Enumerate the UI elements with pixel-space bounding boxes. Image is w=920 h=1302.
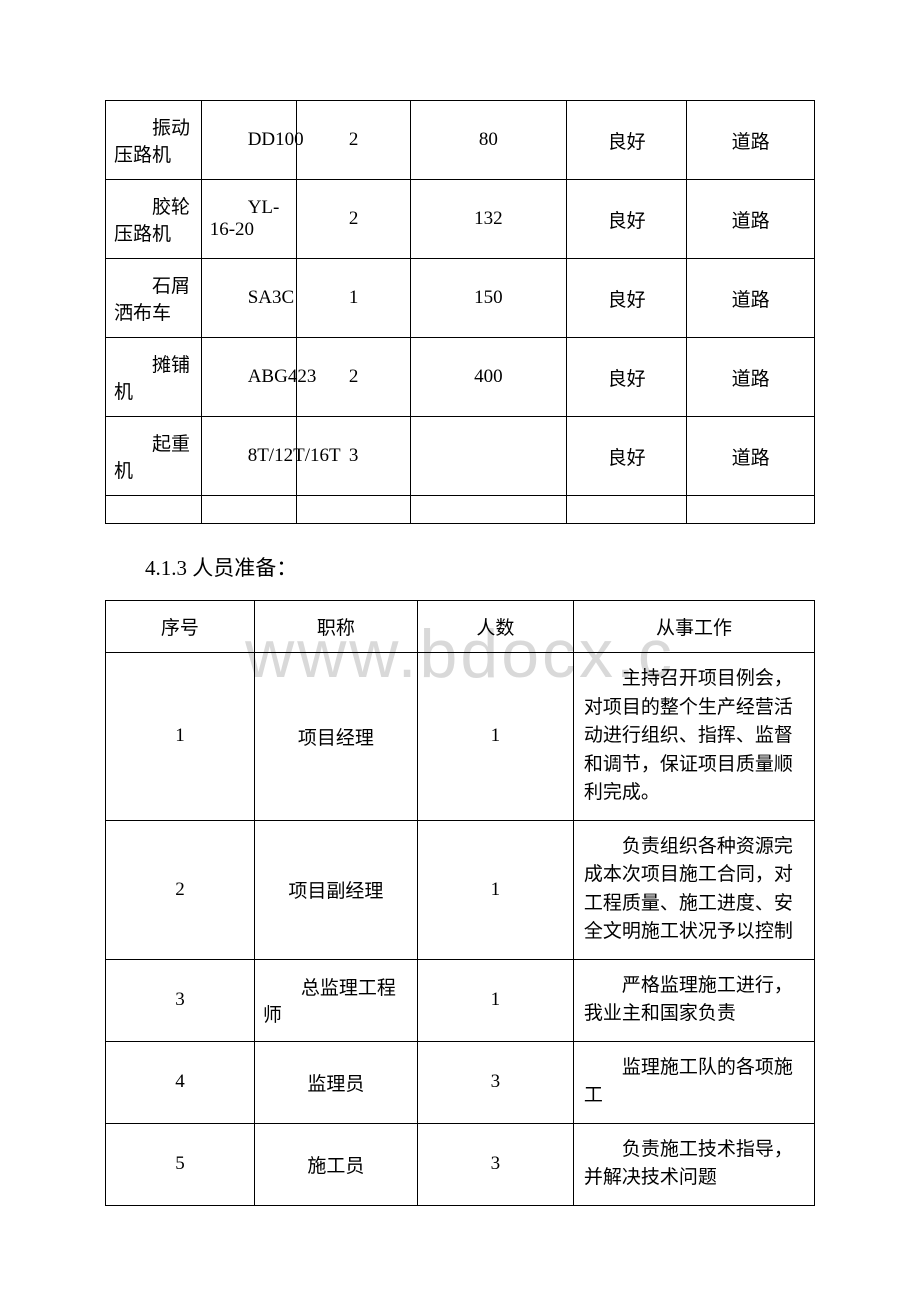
equipment-power: 150 bbox=[410, 259, 566, 338]
equipment-qty: 1 bbox=[297, 259, 410, 338]
empty-cell bbox=[201, 496, 297, 524]
person-count: 1 bbox=[417, 653, 573, 821]
equipment-condition: 良好 bbox=[566, 101, 687, 180]
equipment-condition: 良好 bbox=[566, 180, 687, 259]
equipment-model: ABG423 bbox=[201, 338, 297, 417]
person-desc: 负责施工技术指导，并解决技术问题 bbox=[573, 1123, 814, 1205]
equipment-power: 80 bbox=[410, 101, 566, 180]
table-row: 2 项目副经理 1 负责组织各种资源完成本次项目施工合同，对工程质量、施工进度、… bbox=[106, 820, 815, 959]
table-row: 胶轮压路机 YL-16-20 2 132 良好 道路 bbox=[106, 180, 815, 259]
equipment-use: 道路 bbox=[687, 180, 815, 259]
empty-cell bbox=[566, 496, 687, 524]
person-title: 施工员 bbox=[254, 1123, 417, 1205]
table-row-empty bbox=[106, 496, 815, 524]
equipment-power bbox=[410, 417, 566, 496]
table-row: 5 施工员 3 负责施工技术指导，并解决技术问题 bbox=[106, 1123, 815, 1205]
person-desc: 负责组织各种资源完成本次项目施工合同，对工程质量、施工进度、安全文明施工状况予以… bbox=[573, 820, 814, 959]
table-row: 石屑洒布车 SA3C 1 150 良好 道路 bbox=[106, 259, 815, 338]
equipment-qty: 2 bbox=[297, 180, 410, 259]
equipment-use: 道路 bbox=[687, 101, 815, 180]
page-content: 振动压路机 DD100 2 80 良好 道路 胶轮压路机 YL-16-20 2 … bbox=[105, 100, 815, 1206]
equipment-use: 道路 bbox=[687, 417, 815, 496]
header-work: 从事工作 bbox=[573, 601, 814, 653]
header-count: 人数 bbox=[417, 601, 573, 653]
equipment-condition: 良好 bbox=[566, 338, 687, 417]
person-count: 3 bbox=[417, 1123, 573, 1205]
equipment-model: 8T/12T/16T bbox=[201, 417, 297, 496]
equipment-model: DD100 bbox=[201, 101, 297, 180]
equipment-name: 起重机 bbox=[106, 417, 202, 496]
equipment-qty: 2 bbox=[297, 101, 410, 180]
header-title: 职称 bbox=[254, 601, 417, 653]
equipment-model: SA3C bbox=[201, 259, 297, 338]
person-no: 2 bbox=[106, 820, 255, 959]
equipment-name: 胶轮压路机 bbox=[106, 180, 202, 259]
person-count: 1 bbox=[417, 820, 573, 959]
person-title: 总监理工程师 bbox=[254, 959, 417, 1041]
person-count: 1 bbox=[417, 959, 573, 1041]
person-no: 4 bbox=[106, 1041, 255, 1123]
table-row: 振动压路机 DD100 2 80 良好 道路 bbox=[106, 101, 815, 180]
table-row: 3 总监理工程师 1 严格监理施工进行，我业主和国家负责 bbox=[106, 959, 815, 1041]
equipment-use: 道路 bbox=[687, 338, 815, 417]
equipment-condition: 良好 bbox=[566, 259, 687, 338]
person-title: 项目副经理 bbox=[254, 820, 417, 959]
table-row: 摊铺机 ABG423 2 400 良好 道路 bbox=[106, 338, 815, 417]
equipment-power: 132 bbox=[410, 180, 566, 259]
table-row: 1 项目经理 1 主持召开项目例会，对项目的整个生产经营活动进行组织、指挥、监督… bbox=[106, 653, 815, 821]
header-no: 序号 bbox=[106, 601, 255, 653]
person-count: 3 bbox=[417, 1041, 573, 1123]
personnel-table: 序号 职称 人数 从事工作 1 项目经理 1 主持召开项目例会，对项目的整个生产… bbox=[105, 600, 815, 1206]
table-header-row: 序号 职称 人数 从事工作 bbox=[106, 601, 815, 653]
table-row: 起重机 8T/12T/16T 3 良好 道路 bbox=[106, 417, 815, 496]
equipment-model: YL-16-20 bbox=[201, 180, 297, 259]
person-title: 监理员 bbox=[254, 1041, 417, 1123]
empty-cell bbox=[297, 496, 410, 524]
person-desc: 监理施工队的各项施工 bbox=[573, 1041, 814, 1123]
empty-cell bbox=[106, 496, 202, 524]
equipment-table: 振动压路机 DD100 2 80 良好 道路 胶轮压路机 YL-16-20 2 … bbox=[105, 100, 815, 524]
equipment-use: 道路 bbox=[687, 259, 815, 338]
equipment-name: 摊铺机 bbox=[106, 338, 202, 417]
equipment-power: 400 bbox=[410, 338, 566, 417]
equipment-name: 振动压路机 bbox=[106, 101, 202, 180]
empty-cell bbox=[410, 496, 566, 524]
table-row: 4 监理员 3 监理施工队的各项施工 bbox=[106, 1041, 815, 1123]
person-no: 1 bbox=[106, 653, 255, 821]
person-desc: 严格监理施工进行，我业主和国家负责 bbox=[573, 959, 814, 1041]
person-no: 3 bbox=[106, 959, 255, 1041]
empty-cell bbox=[687, 496, 815, 524]
section-heading: 4.1.3 人员准备： bbox=[145, 552, 815, 582]
person-no: 5 bbox=[106, 1123, 255, 1205]
equipment-condition: 良好 bbox=[566, 417, 687, 496]
person-title: 项目经理 bbox=[254, 653, 417, 821]
person-desc: 主持召开项目例会，对项目的整个生产经营活动进行组织、指挥、监督和调节，保证项目质… bbox=[573, 653, 814, 821]
equipment-name: 石屑洒布车 bbox=[106, 259, 202, 338]
